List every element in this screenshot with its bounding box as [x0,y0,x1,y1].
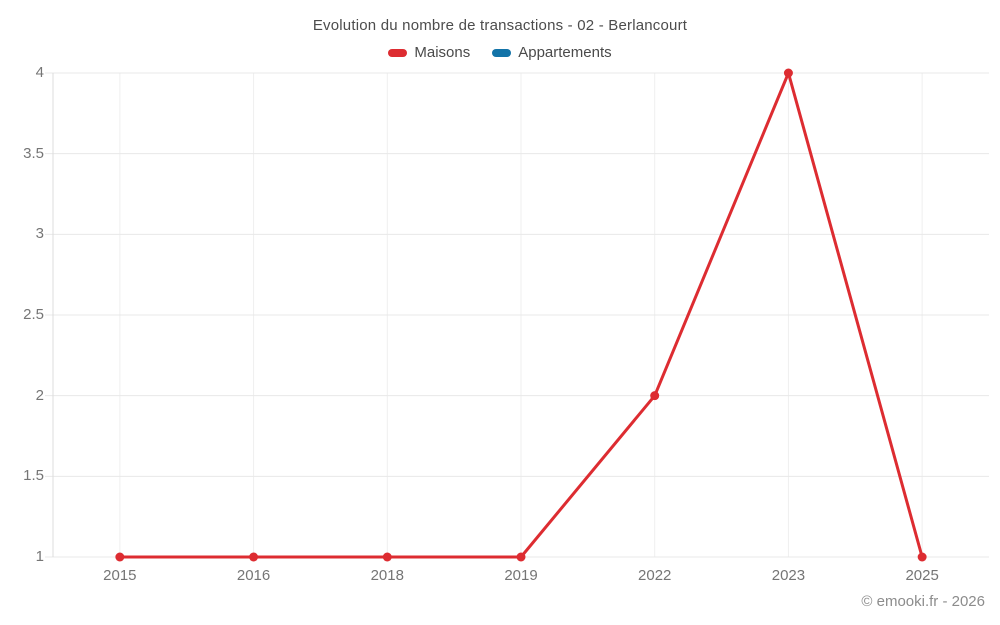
copyright-text: © emooki.fr - 2026 [861,593,985,610]
legend-item-maisons[interactable]: Maisons [388,44,470,61]
maisons-data-point-marker [917,552,927,562]
maisons-data-point-marker [115,552,125,562]
x-axis-tick-label: 2016 [236,567,271,584]
x-axis-tick-label: 2019 [504,567,538,584]
x-axis-tick-label: 2018 [370,567,404,584]
maisons-data-point-marker [516,552,526,562]
maisons-data-point-marker [382,552,392,562]
y-axis-tick-label: 1.5 [23,467,44,485]
y-axis-tick-label: 4 [35,64,44,81]
x-axis-tick-label: 2025 [905,567,939,584]
legend-item-appartements[interactable]: Appartements [492,44,612,61]
x-axis-tick-label: 2015 [103,567,137,584]
appartements-series-swatch-icon [492,48,512,57]
maisons-data-point-marker [783,68,793,78]
maisons-series-swatch-icon [388,48,408,57]
y-axis-tick-label: 1 [35,548,44,565]
maisons-data-point-marker [249,552,259,562]
y-axis-tick-label: 3.5 [23,144,44,162]
y-axis-tick-label: 2 [35,386,44,404]
maisons-data-point-marker [650,391,660,401]
y-axis-tick-label: 2.5 [23,306,44,323]
x-axis-tick-label: 2022 [638,567,672,584]
y-axis-tick-label: 3 [35,225,44,243]
chart-title: Evolution du nombre de transactions - 02… [312,17,688,34]
legend-label-maisons: Maisons [414,44,471,61]
chart-legend: Maisons Appartements [0,44,1000,61]
x-axis-tick-label: 2023 [771,567,806,584]
legend-label-appartements: Appartements [518,44,612,61]
